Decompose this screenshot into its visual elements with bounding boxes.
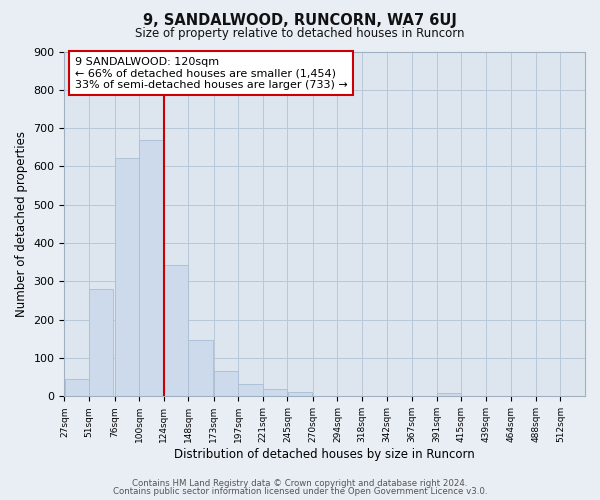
Text: 9 SANDALWOOD: 120sqm
← 66% of detached houses are smaller (1,454)
33% of semi-de: 9 SANDALWOOD: 120sqm ← 66% of detached h… — [75, 56, 347, 90]
Bar — [214, 372, 238, 396]
Bar — [263, 388, 287, 396]
Text: Contains HM Land Registry data © Crown copyright and database right 2024.: Contains HM Land Registry data © Crown c… — [132, 478, 468, 488]
Text: 9, SANDALWOOD, RUNCORN, WA7 6UJ: 9, SANDALWOOD, RUNCORN, WA7 6UJ — [143, 12, 457, 28]
Bar — [287, 392, 312, 396]
Bar — [89, 289, 113, 397]
X-axis label: Distribution of detached houses by size in Runcorn: Distribution of detached houses by size … — [175, 448, 475, 461]
Bar — [65, 380, 89, 396]
Bar — [115, 158, 139, 396]
Y-axis label: Number of detached properties: Number of detached properties — [15, 131, 28, 317]
Bar — [188, 340, 212, 396]
Bar — [437, 394, 461, 396]
Text: Size of property relative to detached houses in Runcorn: Size of property relative to detached ho… — [135, 28, 465, 40]
Text: Contains public sector information licensed under the Open Government Licence v3: Contains public sector information licen… — [113, 487, 487, 496]
Bar — [238, 384, 263, 396]
Bar — [164, 264, 188, 396]
Bar — [139, 140, 163, 396]
